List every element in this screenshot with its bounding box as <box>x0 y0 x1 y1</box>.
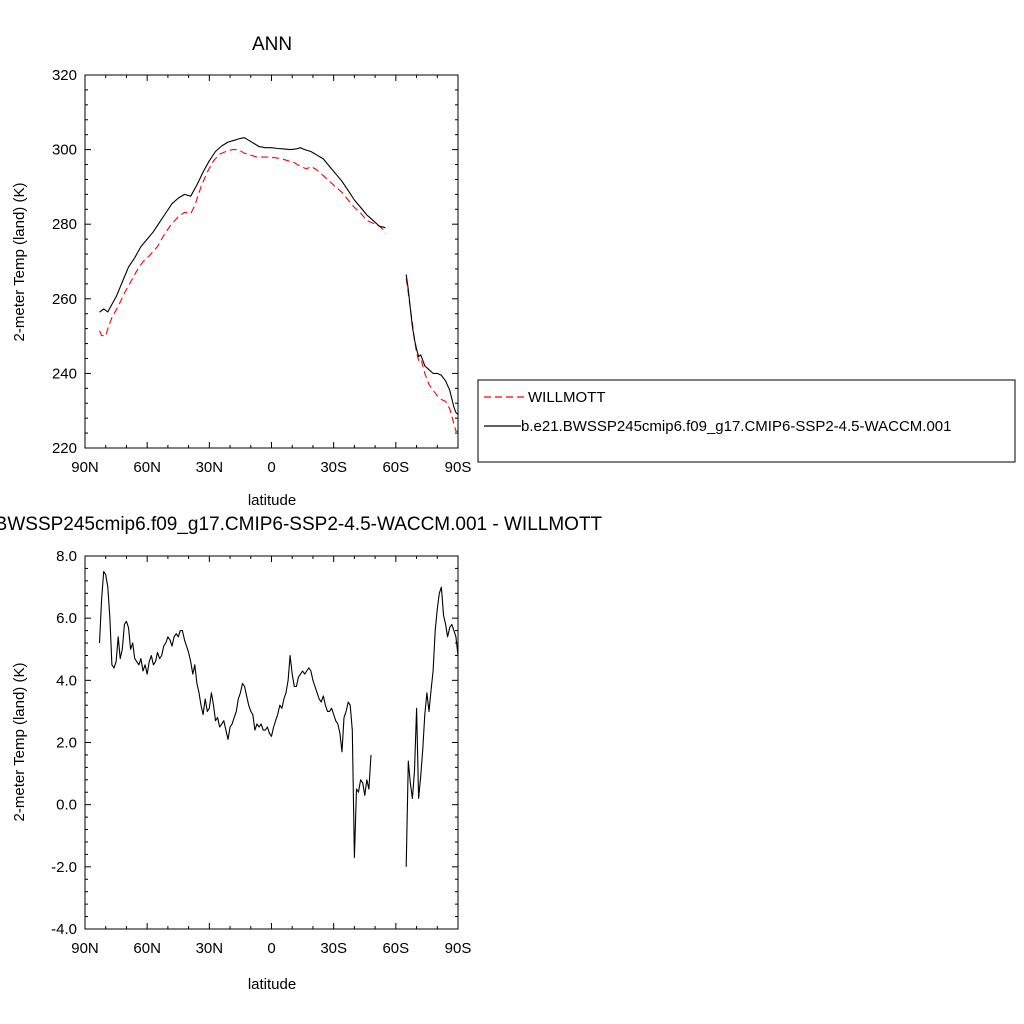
bottom-y-tick-labels: -4.0 -2.0 0.0 2.0 4.0 6.0 8.0 <box>51 548 77 938</box>
top-y-tick-label: 240 <box>52 365 77 382</box>
top-series-1-segment-1 <box>405 274 459 415</box>
bottom-x-tick-label: 60N <box>133 940 161 957</box>
bottom-y-tick-label: 2.0 <box>56 735 77 752</box>
top-y-tick-label: 220 <box>52 440 77 457</box>
bottom-x-tick-label: 90S <box>445 940 472 957</box>
top-chart: ANN 90N 60N 30N 0 30S 60S 90S 220 240 260 280 300 3… <box>11 34 1016 509</box>
top-y-tick-label: 280 <box>52 216 77 233</box>
top-plot-frame <box>84 74 459 449</box>
bottom-x-axis-title: latitude <box>248 976 296 993</box>
top-x-tick-label: 60S <box>382 459 409 476</box>
bottom-x-tick-label: 90N <box>71 940 99 957</box>
bottom-x-tick-label: 60S <box>382 940 409 957</box>
top-x-tick-label: 0 <box>267 459 275 476</box>
legend-box <box>477 379 1016 463</box>
bottom-plot-frame <box>84 555 459 930</box>
bottom-axis-ticks <box>84 555 459 930</box>
top-x-axis-title: latitude <box>248 492 296 509</box>
legend-label-model: b.e21.BWSSP245cmip6.f09_g17.CMIP6-SSP2-4… <box>521 418 951 435</box>
bottom-y-tick-label: 6.0 <box>56 610 77 627</box>
bottom-x-tick-label: 30N <box>196 940 224 957</box>
bottom-chart: b.e21.BWSSP245cmip6.f09_g17.CMIP6-SSP2-4… <box>0 514 603 993</box>
top-y-axis-title: 2-meter Temp (land) (K) <box>11 183 28 342</box>
bottom-y-axis-title: 2-meter Temp (land) (K) <box>11 663 28 822</box>
top-y-tick-label: 320 <box>52 67 77 84</box>
top-x-tick-labels: 90N 60N 30N 0 30S 60S 90S <box>71 459 471 476</box>
top-chart-title: ANN <box>252 34 292 55</box>
bottom-y-tick-label: 4.0 <box>56 672 77 689</box>
bottom-y-tick-label: 0.0 <box>56 797 77 814</box>
bottom-y-tick-label: -2.0 <box>51 859 77 876</box>
top-series-0-segment-0 <box>99 149 386 337</box>
legend: WILLMOTT b.e21.BWSSP245cmip6.f09_g17.CMI… <box>477 379 1016 463</box>
legend-label-willmott: WILLMOTT <box>528 389 606 406</box>
bottom-x-tick-label: 30S <box>320 940 347 957</box>
top-y-tick-labels: 220 240 260 280 300 320 <box>52 67 77 457</box>
bottom-series-0-segment-1 <box>405 586 459 867</box>
bottom-x-tick-labels: 90N 60N 30N 0 30S 60S 90S <box>71 940 471 957</box>
top-x-tick-label: 90N <box>71 459 99 476</box>
top-x-tick-label: 90S <box>445 459 472 476</box>
bottom-y-tick-label: -4.0 <box>51 921 77 938</box>
bottom-y-tick-label: 8.0 <box>56 548 77 565</box>
top-x-tick-label: 60N <box>133 459 161 476</box>
top-x-tick-label: 30S <box>320 459 347 476</box>
top-series-layer <box>99 137 459 432</box>
top-series-0-segment-1 <box>405 278 458 432</box>
bottom-series-0-segment-0 <box>98 570 372 859</box>
top-axis-ticks <box>84 74 459 449</box>
top-series-1-segment-0 <box>99 137 386 313</box>
top-x-tick-label: 30N <box>196 459 224 476</box>
top-y-tick-label: 260 <box>52 291 77 308</box>
top-y-tick-label: 300 <box>52 142 77 159</box>
bottom-chart-title: b.e21.BWSSP245cmip6.f09_g17.CMIP6-SSP2-4… <box>0 514 603 535</box>
bottom-series-layer <box>98 570 459 867</box>
bottom-x-tick-label: 0 <box>267 940 275 957</box>
